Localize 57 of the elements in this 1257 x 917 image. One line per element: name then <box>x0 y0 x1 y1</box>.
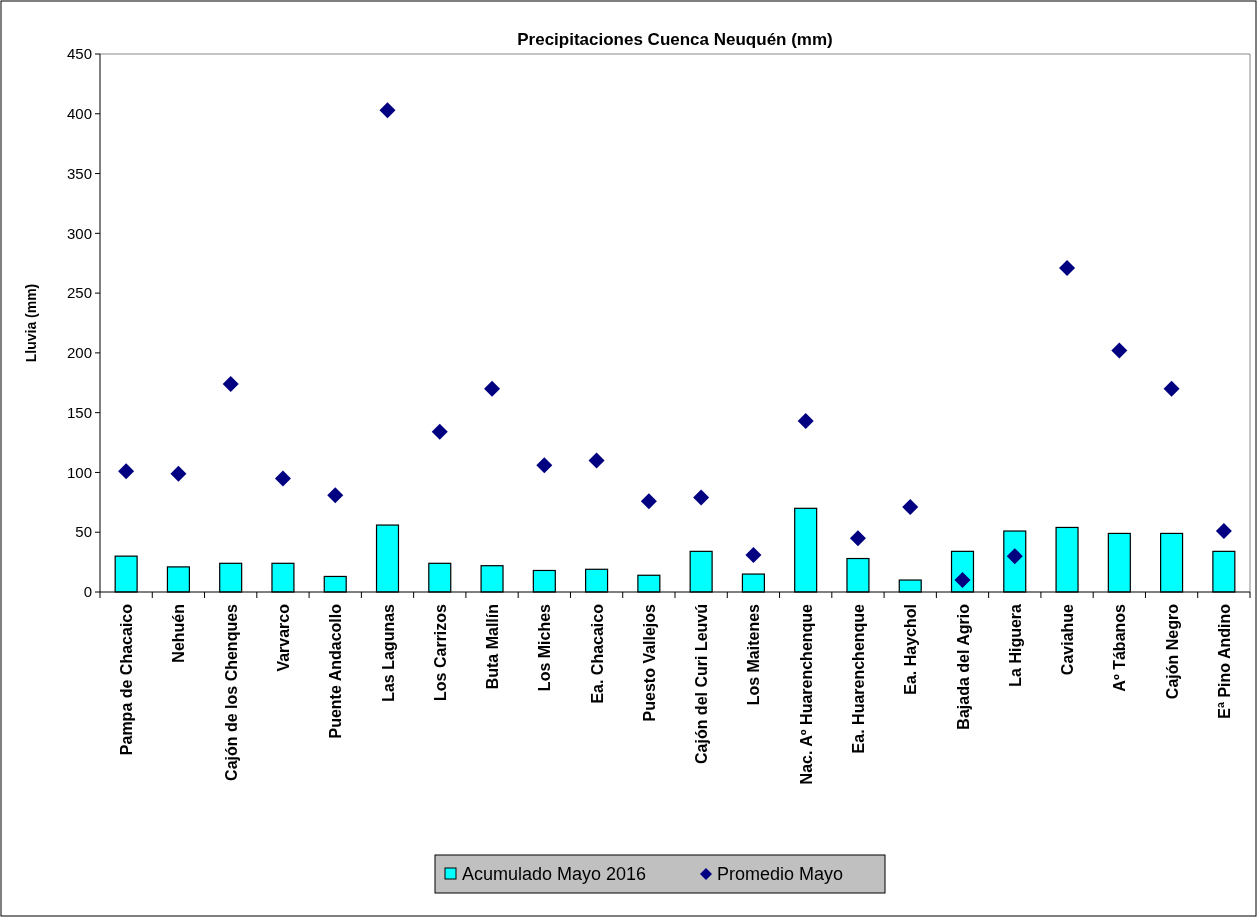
y-tick-label: 0 <box>83 583 92 601</box>
y-tick-label: 350 <box>66 164 92 182</box>
y-tick-label: 450 <box>66 45 92 63</box>
y-tick-label: 50 <box>75 523 92 541</box>
x-tick-label: Ea. Chacaico <box>588 603 606 704</box>
x-tick-label: Ea. Huarenchenque <box>849 603 867 754</box>
chart-title: Precipitaciones Cuenca Neuquén (mm) <box>517 30 833 49</box>
point <box>118 463 135 480</box>
x-tick-label: Las Lagunas <box>379 603 397 702</box>
y-tick-label: 200 <box>66 344 92 362</box>
x-tick-label: Varvarco <box>274 603 292 672</box>
x-tick-label: Los Carrizos <box>431 603 449 701</box>
y-axis-title: Lluvia (mm) <box>23 283 39 363</box>
x-tick-label: Los Miches <box>536 603 554 692</box>
y-tick-label: 150 <box>66 403 92 421</box>
y-tick-label: 300 <box>66 224 92 242</box>
point <box>849 530 866 547</box>
x-tick-label: Nac. Aº Huarenchenque <box>797 603 815 785</box>
point <box>1163 380 1180 397</box>
x-tick-label: Puesto Vallejos <box>640 603 658 722</box>
point <box>588 452 605 469</box>
x-tick-label: Cajón Negro <box>1163 603 1181 700</box>
point <box>902 499 919 516</box>
x-tick-label: Los Maitenes <box>745 603 763 706</box>
point <box>431 423 448 440</box>
x-tick-label: Puente Andacollo <box>327 603 345 739</box>
x-tick-label: Pampa de Chacaico <box>118 603 136 756</box>
x-tick-label: Eª Pino Andino <box>1215 603 1233 719</box>
point <box>274 470 291 487</box>
x-tick-label: Cajón de los Chenques <box>222 603 240 781</box>
point <box>640 493 657 510</box>
point <box>170 465 187 482</box>
legend-label: Acumulado Mayo 2016 <box>462 864 647 885</box>
x-tick-label: Buta Mallín <box>484 604 502 690</box>
x-tick-label: La Higuera <box>1006 603 1024 687</box>
point <box>484 380 501 397</box>
y-tick-label: 100 <box>66 463 92 481</box>
x-tick-label: Aº Tábanos <box>1111 603 1129 692</box>
point <box>327 487 344 504</box>
y-tick-label: 250 <box>66 284 92 302</box>
point <box>222 375 239 392</box>
point <box>745 546 762 563</box>
x-tick-label: Cajón del Curi Leuvú <box>693 604 711 765</box>
point <box>797 413 814 430</box>
x-tick-label: Ea. Haychol <box>902 604 920 695</box>
point <box>536 457 553 474</box>
legend-label: Promedio Mayo <box>717 864 844 885</box>
x-tick-label: Bajada del Agrio <box>954 603 972 730</box>
x-tick-label: Caviahue <box>1059 603 1077 676</box>
point <box>1215 523 1232 540</box>
point <box>954 572 971 589</box>
y-tick-label: 400 <box>66 105 92 123</box>
point <box>1111 342 1128 359</box>
point <box>379 102 396 119</box>
point <box>693 489 710 506</box>
point <box>1059 260 1076 276</box>
x-tick-label: Nehuén <box>170 604 188 663</box>
